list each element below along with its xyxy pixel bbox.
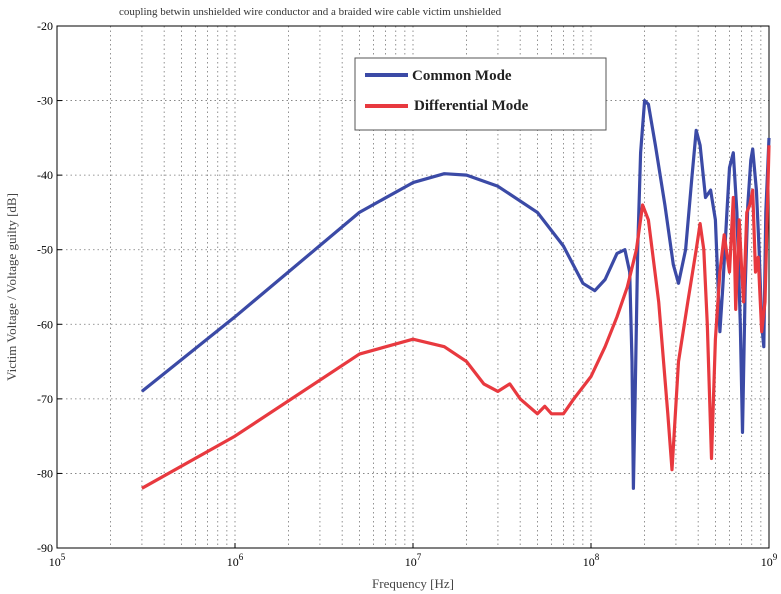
y-tick-label: -40 (37, 168, 53, 182)
y-tick-label: -70 (37, 392, 53, 406)
y-axis-ticks: -20 -30 -40 -50 -60 -70 -80 -90 (37, 19, 62, 555)
legend-label-common-mode: Common Mode (412, 68, 512, 84)
y-tick-label: -50 (37, 243, 53, 257)
legend-label-differential-mode: Differential Mode (414, 98, 529, 114)
x-tick-label: 109 (761, 552, 778, 569)
series-lines (142, 101, 769, 489)
y-axis-label: Victim Voltage / Voltage guilty [dB] (4, 193, 19, 381)
x-axis-ticks: 105 106 107 108 109 (49, 543, 778, 569)
x-axis-label: Frequency [Hz] (372, 576, 454, 591)
x-tick-label: 108 (583, 552, 600, 569)
x-tick-label: 107 (405, 552, 422, 569)
legend: Common Mode Differential Mode (355, 58, 606, 130)
y-tick-label: -80 (37, 466, 53, 480)
x-tick-label: 105 (49, 552, 66, 569)
x-tick-label: 106 (227, 552, 244, 569)
y-tick-label: -90 (37, 541, 53, 555)
y-tick-label: -20 (37, 19, 53, 33)
y-tick-label: -60 (37, 317, 53, 331)
chart-title: coupling betwin unshielded wire conducto… (119, 6, 502, 18)
y-tick-label: -30 (37, 94, 53, 108)
